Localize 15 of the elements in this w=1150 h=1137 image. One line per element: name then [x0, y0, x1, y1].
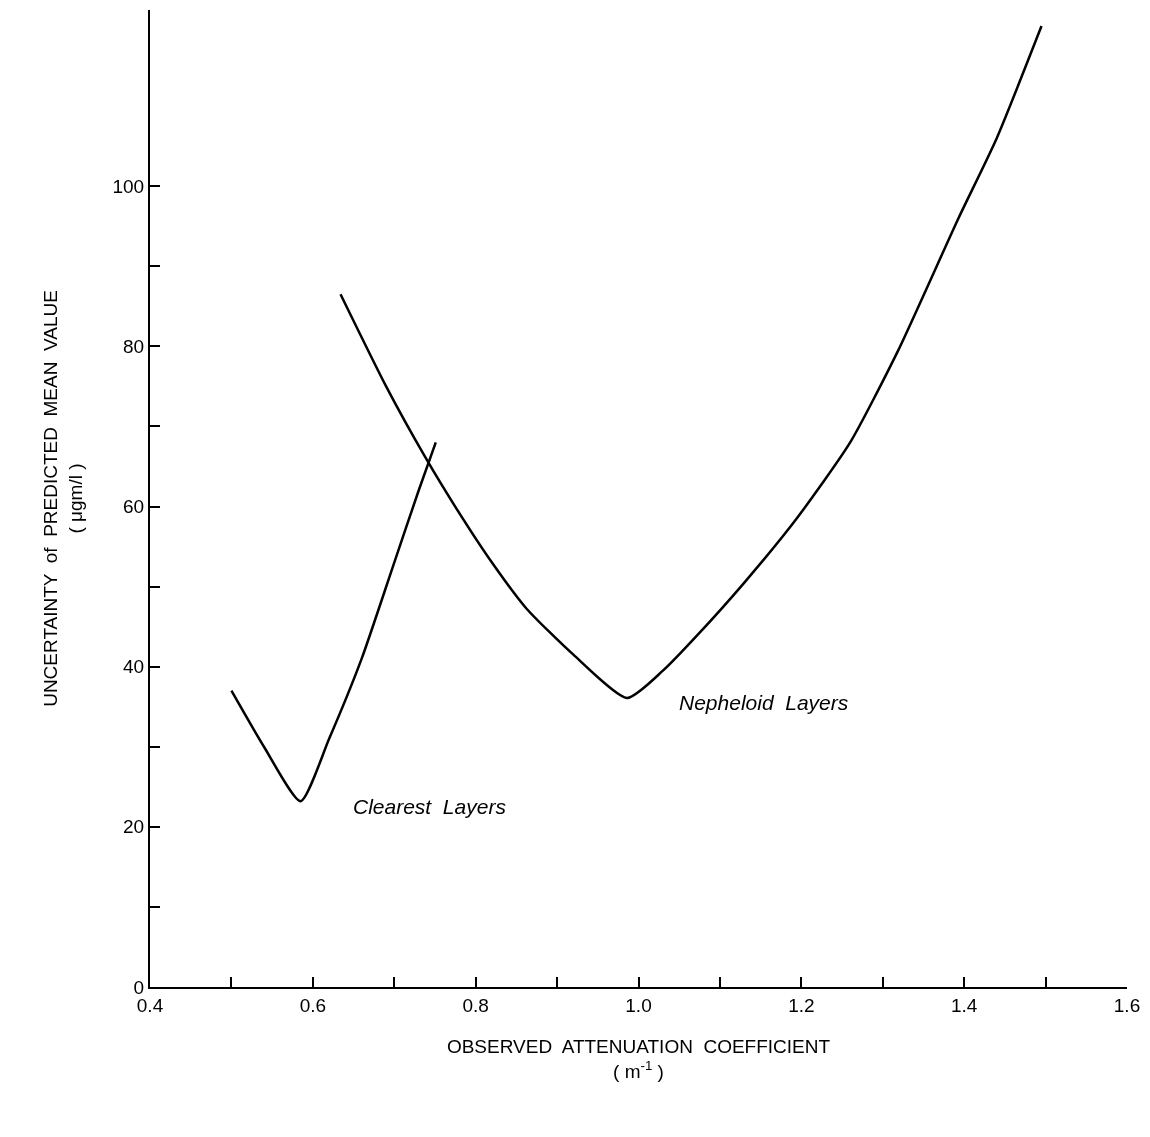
text: Clearest Layers [353, 795, 507, 818]
y-tick-label: 100 [112, 175, 145, 197]
x-tick-label: 1.6 [1113, 994, 1141, 1016]
x-tick-label: 0.6 [299, 994, 327, 1016]
y-tick-label: 80 [123, 335, 145, 357]
y-tick-label: 40 [123, 656, 145, 678]
y-axis-title: UNCERTAINTY of PREDICTED MEAN VALUE ( μgm/l ) [40, 290, 86, 707]
x-tick-label: 1.0 [625, 994, 652, 1016]
x-tick-label: 1.2 [788, 994, 815, 1016]
series-label: Nepheloid Layers [679, 691, 849, 714]
y-tick-label: 20 [123, 816, 145, 838]
x-axis-title: OBSERVED ATTENUATION COEFFICIENT ( m$^{-1}$ ) [446, 1036, 831, 1082]
x-tick-label: 0.8 [462, 994, 489, 1016]
x-tick-label: 1.4 [950, 994, 978, 1016]
y-tick-label: 60 [123, 496, 145, 518]
